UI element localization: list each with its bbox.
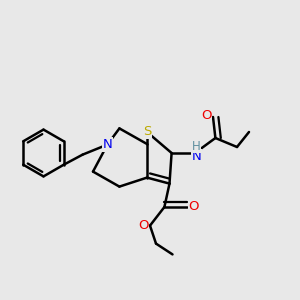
Text: O: O <box>138 219 149 232</box>
Text: O: O <box>188 200 199 214</box>
Text: H: H <box>192 140 201 153</box>
Text: O: O <box>201 109 212 122</box>
Text: N: N <box>103 138 112 151</box>
Text: S: S <box>143 125 151 139</box>
Text: N: N <box>192 149 201 163</box>
